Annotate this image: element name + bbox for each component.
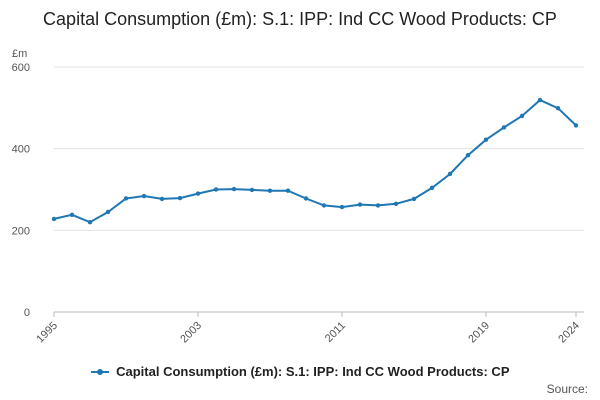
y-tick-label: 0 xyxy=(24,307,30,319)
data-point[interactable] xyxy=(177,195,183,201)
series-layer xyxy=(51,97,579,225)
data-point[interactable] xyxy=(429,185,435,191)
data-point[interactable] xyxy=(447,171,453,177)
data-point[interactable] xyxy=(87,219,93,225)
data-point[interactable] xyxy=(393,201,399,206)
data-point[interactable] xyxy=(285,188,291,193)
data-point[interactable] xyxy=(267,188,273,193)
source-text: Source: xyxy=(546,382,588,396)
data-point[interactable] xyxy=(501,125,507,130)
data-point[interactable] xyxy=(159,196,165,202)
x-tick-label: 2024 xyxy=(556,320,582,346)
legend-swatch-icon xyxy=(90,368,109,375)
data-point[interactable] xyxy=(339,204,345,210)
data-point[interactable] xyxy=(69,212,75,218)
gridlines xyxy=(54,66,584,313)
data-point[interactable] xyxy=(573,123,579,128)
y-axis-label: £m xyxy=(12,48,27,60)
y-axis: 0 200 400 600 xyxy=(12,62,30,319)
x-tick-label: 1995 xyxy=(34,320,60,346)
x-tick-label: 2003 xyxy=(178,320,204,346)
data-point[interactable] xyxy=(321,203,327,208)
x-tick-label: 2011 xyxy=(323,320,348,345)
data-point[interactable] xyxy=(105,209,111,215)
data-point[interactable] xyxy=(537,97,543,103)
data-point[interactable] xyxy=(195,191,201,196)
data-point[interactable] xyxy=(51,216,57,222)
legend[interactable]: Capital Consumption (£m): S.1: IPP: Ind … xyxy=(0,364,600,379)
data-point[interactable] xyxy=(411,196,417,202)
data-point[interactable] xyxy=(231,186,237,192)
data-point[interactable] xyxy=(357,202,363,207)
x-axis: 1995 2003 2011 2019 2024 xyxy=(34,312,582,345)
y-tick-label: 200 xyxy=(12,225,30,237)
data-point[interactable] xyxy=(303,196,309,201)
data-point[interactable] xyxy=(249,187,255,193)
y-tick-label: 400 xyxy=(12,144,30,156)
series-line xyxy=(53,98,577,224)
y-tick-label: 600 xyxy=(12,62,30,74)
data-point[interactable] xyxy=(123,196,129,201)
data-point[interactable] xyxy=(483,137,489,142)
x-tick-label: 2019 xyxy=(466,320,492,346)
legend-label: Capital Consumption (£m): S.1: IPP: Ind … xyxy=(116,364,510,379)
data-point[interactable] xyxy=(375,203,381,208)
data-point[interactable] xyxy=(555,106,561,111)
data-point[interactable] xyxy=(465,153,471,158)
data-point[interactable] xyxy=(519,113,525,119)
chart-title: Capital Consumption (£m): S.1: IPP: Ind … xyxy=(43,9,557,29)
data-point[interactable] xyxy=(213,187,219,192)
data-point[interactable] xyxy=(141,193,147,199)
